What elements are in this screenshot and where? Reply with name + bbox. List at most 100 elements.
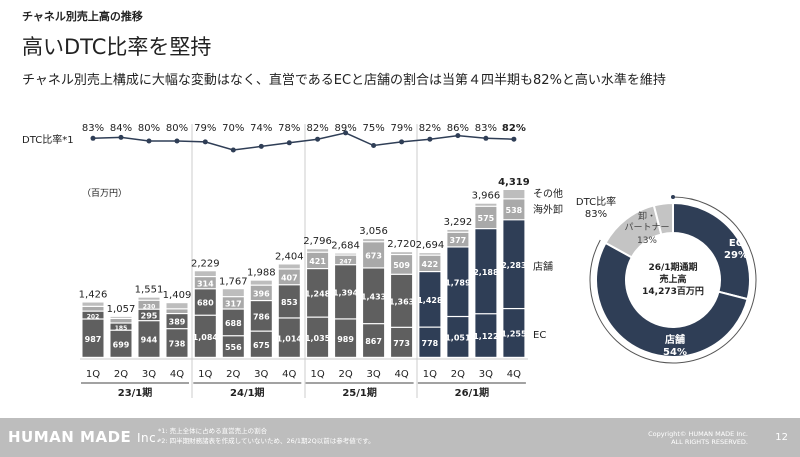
- quarter-label: 1Q: [310, 369, 324, 380]
- legend-item: 海外卸: [533, 203, 563, 216]
- fiscal-year-label: 24/1期: [230, 386, 265, 399]
- slice-label-ec: EC: [729, 238, 743, 249]
- bar-segment-other: [250, 280, 272, 285]
- bar-value-label: 2,283: [501, 261, 526, 270]
- donut-center-text: 14,273百万円: [642, 286, 704, 297]
- bar-segment-store: [222, 309, 244, 336]
- dtc-ratio-value: 86%: [447, 123, 469, 134]
- bar-value-label: 738: [169, 340, 186, 349]
- dtc-ratio-point: [230, 147, 236, 153]
- quarter-label: 4Q: [394, 369, 408, 380]
- bar-segment-other: [363, 239, 385, 242]
- bar-segment-ec: [250, 331, 272, 357]
- bar-value-label: 421: [309, 257, 326, 266]
- bar-value-label: 1,248: [305, 289, 331, 298]
- bar-value-label: 575: [478, 214, 495, 223]
- bar-segment-store: [391, 274, 413, 327]
- bar-segment-store: [82, 311, 104, 319]
- bar-segment-ec: [222, 336, 244, 357]
- bar-segment-store: [138, 309, 160, 321]
- footnote-2: *2: 四半期財務諸表を作成していないため、26/1期2Q以前は参考値です。: [158, 437, 375, 445]
- quarter-label: 1Q: [423, 369, 437, 380]
- bar-total-label: 2,796: [303, 236, 332, 247]
- bar-segment-ec: [307, 317, 329, 357]
- dtc-ratio-line: [92, 132, 514, 151]
- dtc-ratio-point: [427, 136, 433, 142]
- bar-segment-ec: [391, 327, 413, 357]
- bar-segment-ec: [110, 330, 132, 357]
- quarter-label: 2Q: [338, 369, 352, 380]
- dtc-annotation-pct: 83%: [585, 209, 607, 220]
- bar-value-label: 1,363: [389, 297, 414, 306]
- bar-segment-store: [250, 301, 272, 331]
- bar-segment-wholesale: [475, 206, 497, 229]
- bar-segment-wholesale: [419, 255, 441, 271]
- dtc-ratio-point: [286, 140, 292, 146]
- donut-slice: [672, 201, 751, 301]
- bar-segment-other: [391, 252, 413, 254]
- slice-pct-ec: 29%: [724, 250, 748, 261]
- bar-segment-other: [110, 316, 132, 318]
- slice-pct-store: 54%: [663, 347, 687, 358]
- bar-value-label: 853: [281, 298, 298, 307]
- dtc-arc-dot: [671, 195, 675, 199]
- dtc-ratio-value: 79%: [194, 123, 216, 134]
- bar-value-label: 556: [225, 343, 242, 352]
- bar-value-label: 295: [141, 312, 158, 321]
- quarter-label: 4Q: [282, 369, 296, 380]
- bar-value-label: 786: [253, 312, 270, 321]
- slice-label-store: 店舗: [665, 333, 685, 346]
- bar-value-label: 202: [87, 314, 100, 321]
- bar-total-label: 1,426: [79, 290, 108, 301]
- bar-total-label: 1,767: [219, 276, 248, 287]
- bar-value-label: 680: [197, 299, 214, 308]
- quarter-label: 4Q: [507, 369, 521, 380]
- donut-center-text: 売上高: [659, 273, 686, 285]
- dtc-ratio-point: [455, 133, 461, 139]
- dtc-ratio-value: 80%: [166, 123, 188, 134]
- bar-total-label: 3,056: [359, 226, 388, 237]
- bar-segment-other: [166, 303, 188, 309]
- company-logo: HUMAN MADE Inc.: [8, 428, 161, 446]
- bar-value-label: 1,433: [361, 292, 386, 301]
- bar-segment-ec: [138, 321, 160, 357]
- donut-slice: [652, 201, 674, 236]
- bar-total-label: 2,229: [191, 258, 220, 269]
- bar-segment-other: [222, 289, 244, 297]
- section-label: チャネル別売上高の推移: [22, 10, 143, 23]
- page-subtitle: チャネル別売上構成に大幅な変動はなく、直営であるECと店舗の割合は当第４四半期も…: [22, 73, 666, 88]
- bar-value-label: 1,014: [277, 334, 303, 343]
- bar-segment-store: [278, 285, 300, 318]
- bar-value-label: 396: [253, 289, 270, 298]
- dtc-ratio-value: 75%: [362, 123, 384, 134]
- dtc-ratio-value: 74%: [250, 123, 272, 134]
- bar-segment-store: [335, 265, 357, 319]
- bar-segment-other: [335, 253, 357, 255]
- dtc-ratio-value: 84%: [110, 123, 132, 134]
- bar-segment-other: [82, 302, 104, 306]
- donut-slice: [595, 241, 749, 358]
- page-title: 高いDTC比率を堅持: [22, 35, 212, 59]
- bar-value-label: 230: [143, 303, 156, 310]
- dtc-ratio-point: [511, 136, 517, 142]
- bar-segment-ec: [447, 317, 469, 357]
- quarter-label: 2Q: [226, 369, 240, 380]
- bar-value-label: 699: [113, 340, 130, 349]
- dtc-ratio-point: [118, 134, 124, 140]
- bar-value-label: 1,084: [193, 333, 219, 342]
- dtc-ratio-point: [146, 138, 152, 144]
- bar-value-label: 1,255: [501, 330, 527, 339]
- bar-segment-store: [166, 314, 188, 329]
- dtc-ratio-point: [343, 130, 349, 136]
- bar-value-label: 987: [85, 335, 102, 344]
- fiscal-year-label: 23/1期: [118, 386, 153, 399]
- bar-value-label: 317: [225, 299, 242, 308]
- bar-total-label: 2,684: [331, 241, 360, 252]
- bar-total-label: 2,404: [275, 251, 304, 262]
- bar-value-label: 422: [422, 260, 439, 269]
- donut-center-text: 26/1期通期: [648, 261, 697, 273]
- unit-label: （百万円）: [82, 189, 128, 199]
- bar-segment-ec: [475, 314, 497, 357]
- dtc-ratio-value: 78%: [278, 123, 300, 134]
- bar-segment-other: [194, 271, 216, 276]
